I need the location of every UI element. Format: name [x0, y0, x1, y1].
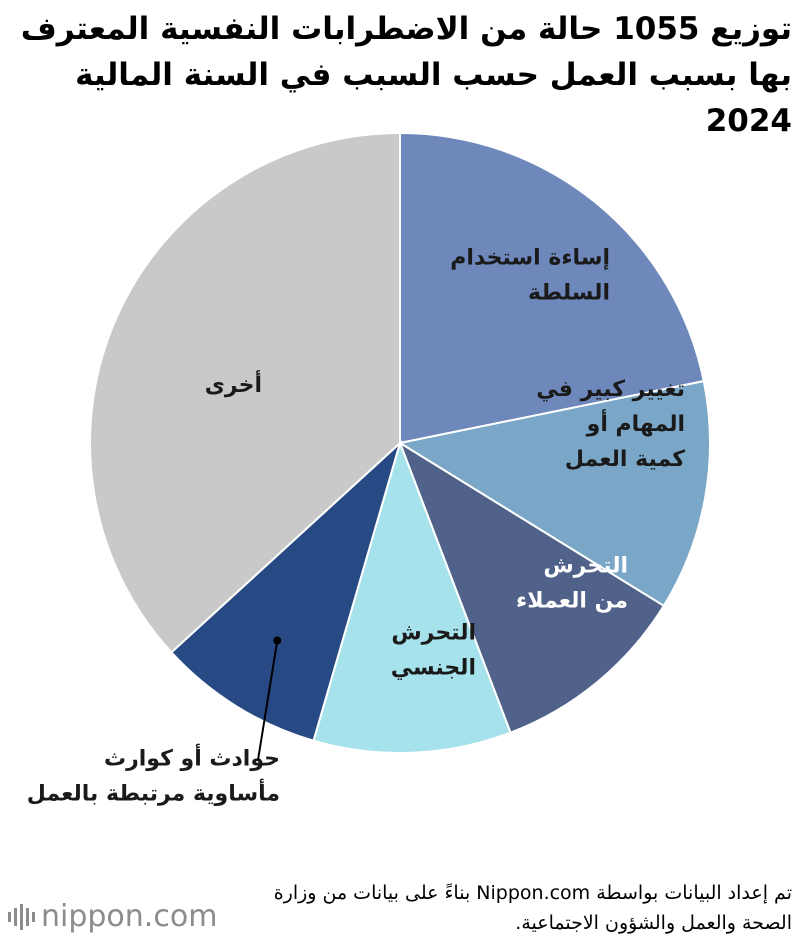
- pie-slices: [89, 131, 711, 754]
- pie-slice-0: [399, 131, 705, 445]
- slice-label-line: أخرى: [205, 369, 262, 398]
- pie-slice-4: [169, 439, 402, 742]
- slice-label-line: السلطة: [528, 281, 610, 306]
- slice-label-line: مأساوية مرتبطة بالعمل: [27, 778, 280, 807]
- pie-slice-1: [397, 379, 711, 608]
- slice-label-line: التحرش: [391, 621, 476, 646]
- slice-label-0: إساءة استخدام السلطة: [450, 246, 610, 306]
- slice-labels: إساءة استخدام السلطة تغيير كبير في المهام أ…: [27, 246, 685, 807]
- slice-label-2: التحرش من العملاء: [516, 554, 628, 614]
- pie-slice-5: [89, 131, 401, 654]
- slice-label-5: أخرى: [205, 369, 262, 398]
- pie-slice-2: [398, 440, 666, 734]
- slice-label-1: تغيير كبير في المهام أو كمية العمل: [536, 377, 685, 472]
- slice-label-line: كمية العمل: [565, 447, 685, 472]
- chart-title: توزيع 1055 حالة من الاضطرابات النفسية ال…: [20, 11, 792, 139]
- nippon-logo: nippon.com: [8, 899, 217, 934]
- logo-text: nippon.com: [41, 899, 218, 934]
- slice-label-line: إساءة استخدام: [450, 246, 610, 271]
- slice-label-line: التحرش: [543, 554, 628, 579]
- slice-label-line: الجنسي: [391, 656, 476, 681]
- leader-line: [257, 640, 279, 761]
- pie-slice-3: [312, 439, 512, 754]
- slice-label-line: من العملاء: [516, 589, 628, 614]
- slice-label-line: حوادث أو كوارث: [104, 743, 280, 772]
- slice-label-4: حوادث أو كوارث مأساوية مرتبطة بالعمل: [27, 743, 280, 807]
- slice-label-line: تغيير كبير في: [536, 377, 685, 402]
- logo-bars-icon: [8, 903, 35, 930]
- source-note: تم إعداد البيانات بواسطة Nippon.com بناء…: [273, 882, 792, 934]
- slice-label-line: المهام أو: [586, 408, 685, 437]
- slice-label-3: التحرش الجنسي: [391, 621, 476, 681]
